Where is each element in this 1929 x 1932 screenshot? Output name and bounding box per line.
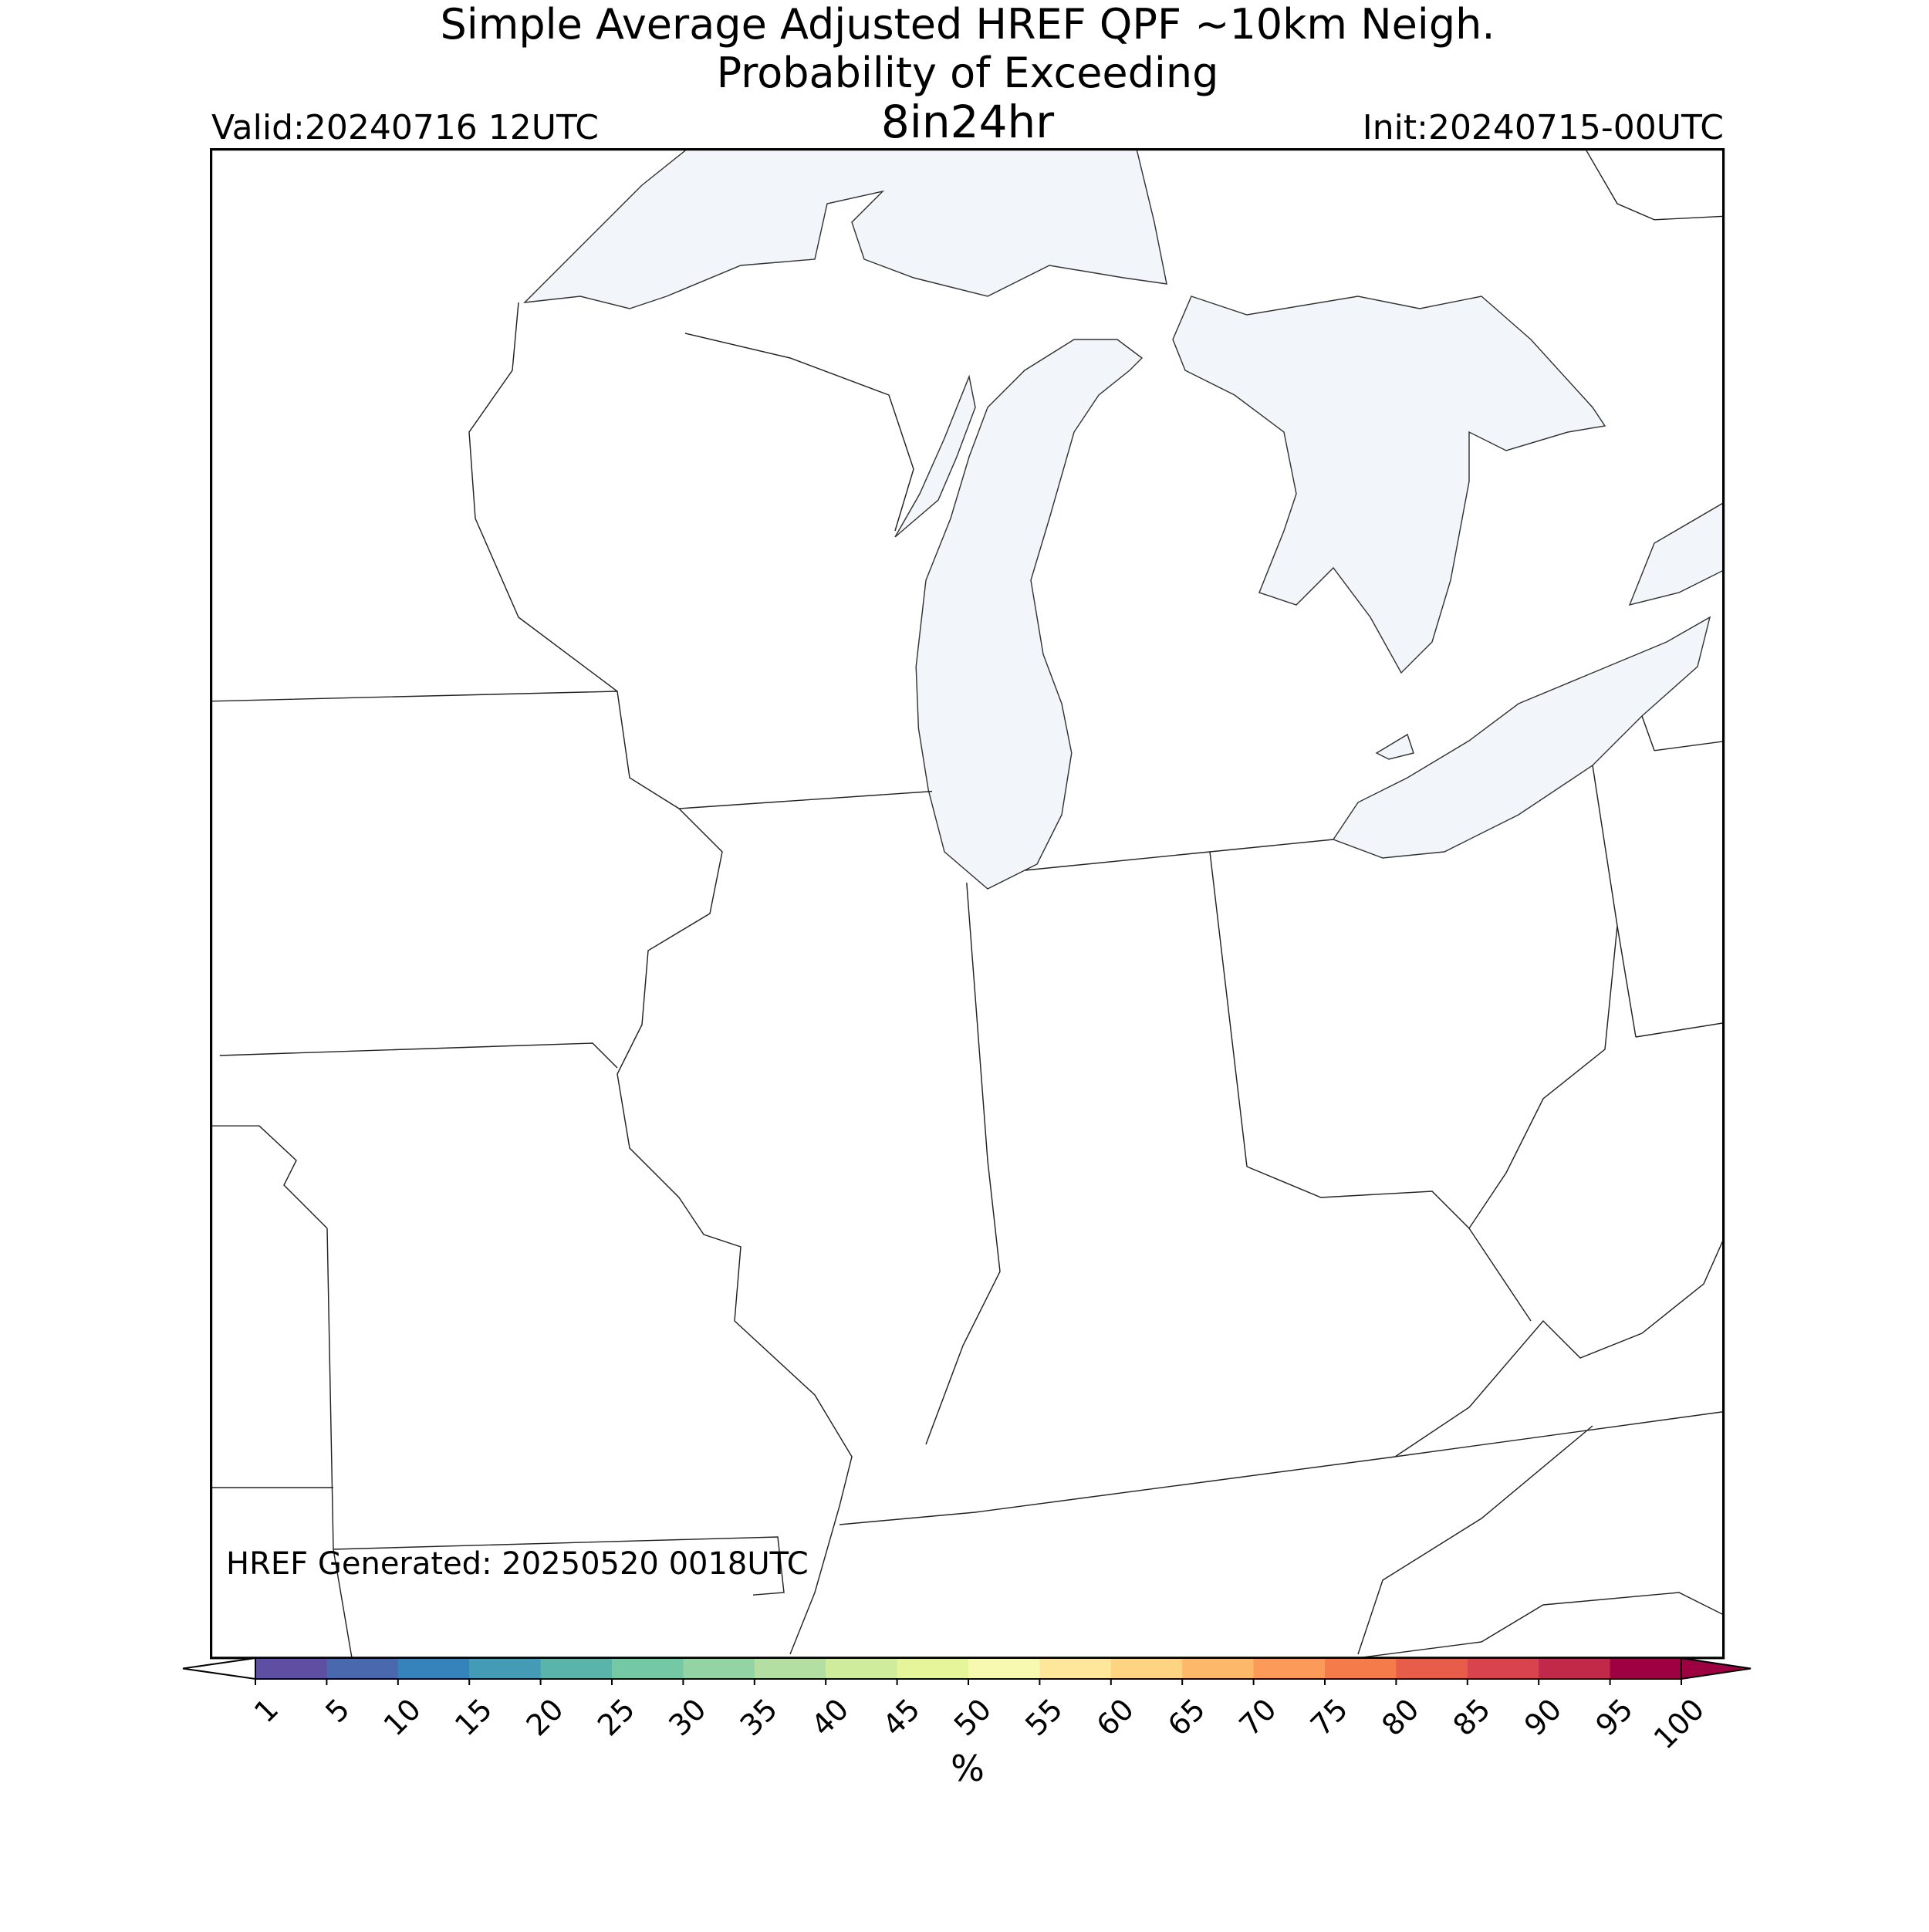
valid-time: Valid:20240716 12UTC — [211, 108, 599, 147]
colorbar-tick-label: 1 — [248, 1692, 285, 1729]
colorbar-segment — [968, 1658, 1040, 1679]
colorbar-over — [1681, 1657, 1752, 1680]
colorbar-tick-label: 75 — [1304, 1692, 1354, 1742]
colorbar-segment — [1182, 1658, 1255, 1679]
colorbar-tick-label: 90 — [1518, 1692, 1568, 1742]
colorbar-tick-label: 30 — [662, 1692, 712, 1742]
lake-huron — [1172, 296, 1606, 674]
colorbar-segment — [1325, 1658, 1397, 1679]
colorbar-tick-label: 5 — [319, 1692, 356, 1729]
colorbar-segment — [326, 1658, 399, 1679]
colorbar-segment — [397, 1658, 470, 1679]
colorbar-tick-label: 65 — [1161, 1692, 1211, 1742]
colorbar-segment — [754, 1658, 826, 1679]
colorbar-segment — [683, 1658, 755, 1679]
colorbar-tick-label: 35 — [734, 1692, 784, 1742]
colorbar-segment — [255, 1658, 327, 1679]
lake-superior — [523, 149, 1167, 309]
colorbar-segment — [1253, 1658, 1326, 1679]
title-line: Probability of Exceeding — [717, 49, 1219, 97]
init-time: Init:20240715-00UTC — [1363, 108, 1724, 147]
colorbar-segment — [1539, 1658, 1611, 1679]
colorbar-under — [182, 1657, 256, 1680]
colorbar-tick-label: 25 — [591, 1692, 641, 1742]
colorbar-tick-label: 15 — [448, 1692, 498, 1742]
green-bay — [894, 374, 976, 538]
colorbar-tick-label: 100 — [1647, 1692, 1711, 1755]
colorbar-tick-label: 55 — [1019, 1692, 1069, 1742]
colorbar-segment — [897, 1658, 969, 1679]
colorbar-segment — [469, 1658, 542, 1679]
colorbar-segment — [1610, 1658, 1682, 1679]
colorbar-tick-label: 95 — [1589, 1692, 1639, 1742]
lake-michigan — [915, 339, 1144, 890]
colorbar-segment — [1467, 1658, 1539, 1679]
lake-st-clair — [1375, 733, 1414, 760]
colorbar-tick-label: 50 — [948, 1692, 998, 1742]
colorbar-label: % — [951, 1748, 985, 1789]
colorbar: 1 5 10 15 20 25 30 35 40 45 50 55 60 65 70 75 80 85 90 95 10… — [182, 1657, 1752, 1755]
colorbar-tick-label: 85 — [1447, 1692, 1497, 1742]
colorbar-segment — [1396, 1658, 1468, 1679]
borders — [211, 150, 1724, 1658]
colorbar-tick-label: 60 — [1090, 1692, 1140, 1742]
title-line: 8in24hr — [881, 96, 1054, 148]
colorbar-tick-label: 80 — [1375, 1692, 1425, 1742]
colorbar-tick-label: 70 — [1232, 1692, 1282, 1742]
colorbar-tick-label: 20 — [519, 1692, 569, 1742]
generated-note: HREF Generated: 20250520 0018UTC — [226, 1546, 809, 1582]
colorbar-tick-label: 10 — [377, 1692, 427, 1742]
colorbar-segment — [826, 1658, 898, 1679]
colorbar-segment — [612, 1658, 684, 1679]
colorbar-segment — [1039, 1658, 1112, 1679]
lake-ontario — [1628, 502, 1724, 606]
lake-erie — [1332, 616, 1711, 859]
colorbar-tick-label: 45 — [876, 1692, 926, 1742]
title-line: Simple Average Adjusted HREF QPF ~10km N… — [441, 0, 1495, 49]
map — [210, 148, 1725, 1660]
colorbar-segment — [1110, 1658, 1183, 1679]
colorbar-segment — [540, 1658, 613, 1679]
colorbar-tick-label: 40 — [805, 1692, 855, 1742]
